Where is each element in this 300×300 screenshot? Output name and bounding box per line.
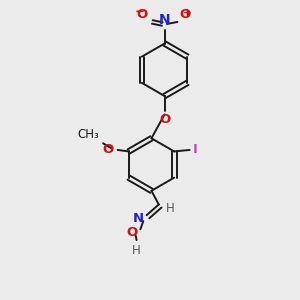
Text: O: O [160, 113, 171, 126]
Text: N: N [159, 13, 170, 27]
Text: O: O [137, 8, 148, 21]
Text: +: + [183, 8, 192, 18]
Text: O: O [180, 8, 191, 21]
Text: O: O [102, 143, 114, 157]
Text: O: O [126, 226, 137, 239]
Text: −: − [135, 5, 145, 18]
Text: H: H [166, 202, 174, 215]
Text: I: I [193, 143, 197, 157]
Text: H: H [132, 244, 140, 257]
Text: CH₃: CH₃ [78, 128, 100, 141]
Text: N: N [133, 212, 144, 225]
